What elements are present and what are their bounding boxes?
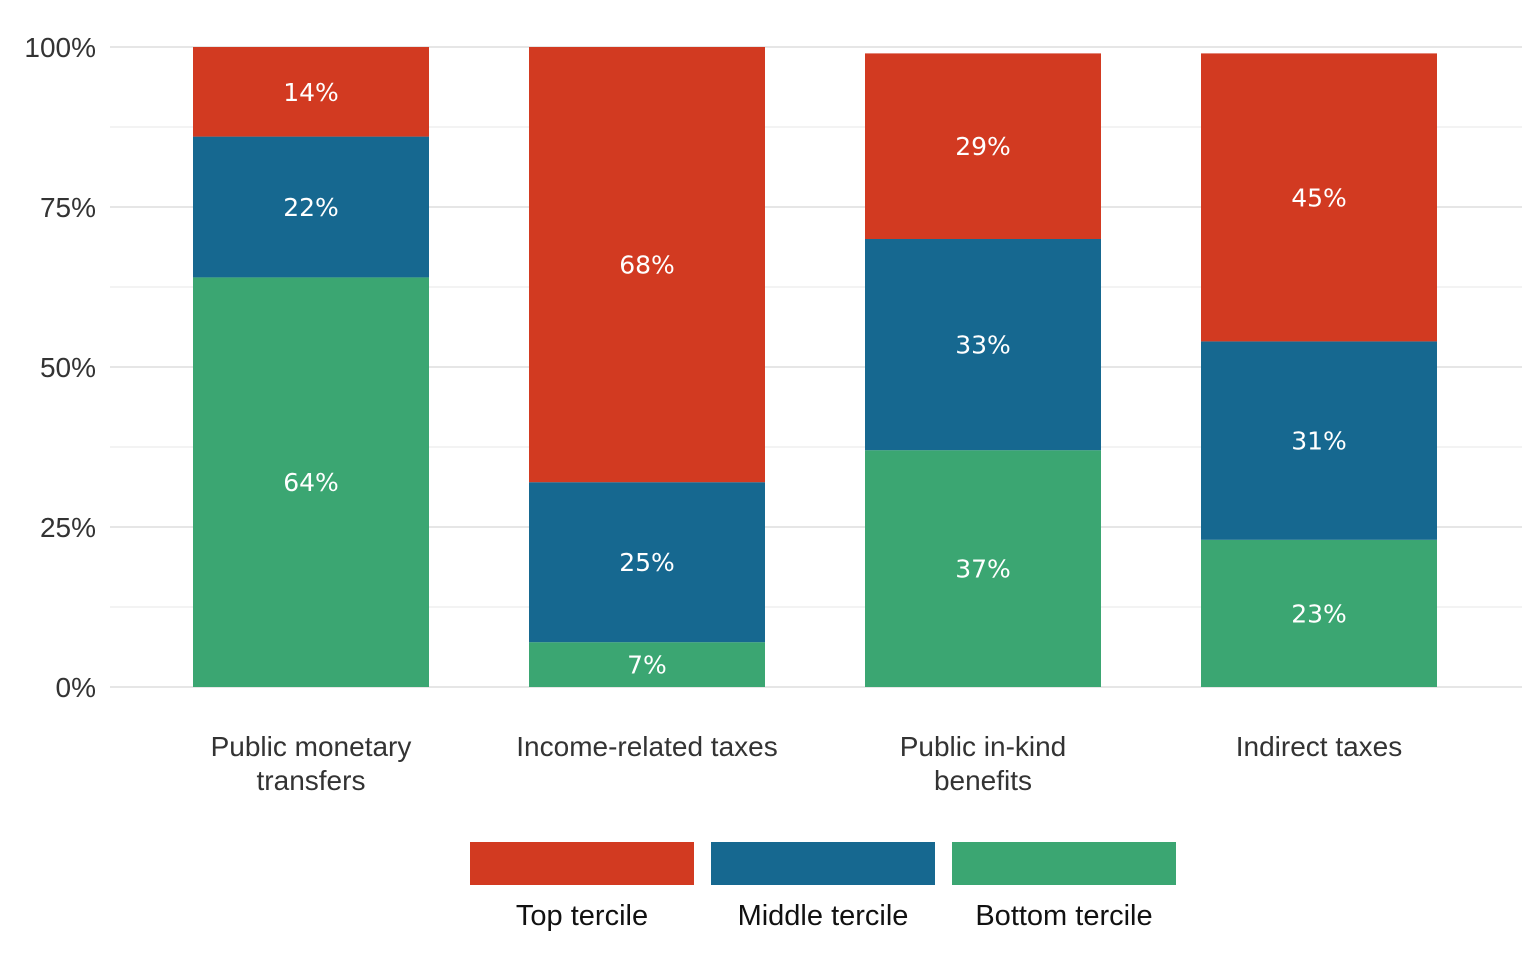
y-axis: 0% 25% 50% 75% 100% (24, 32, 96, 703)
bar-segment (193, 277, 429, 687)
bar-segment (865, 53, 1101, 240)
legend-label: Bottom tercile (975, 900, 1152, 932)
y-tick-label: 25% (40, 512, 96, 543)
bar-segment (1201, 53, 1437, 342)
x-tick-label: Income-related taxes (516, 731, 777, 762)
bar-segment (865, 450, 1101, 687)
y-tick-label: 0% (56, 672, 96, 703)
legend-label: Top tercile (516, 900, 648, 932)
bar-value-label: 45% (1291, 183, 1347, 212)
y-tick-label: 75% (40, 192, 96, 223)
bar-value-label: 64% (283, 468, 339, 497)
bar-value-label: 14% (283, 78, 339, 107)
bar-segment (193, 136, 429, 278)
x-tick-label: transfers (257, 765, 366, 796)
y-tick-label: 50% (40, 352, 96, 383)
bar-segment (529, 47, 765, 483)
bars (193, 47, 1437, 687)
legend-label: Middle tercile (738, 900, 909, 932)
bar-value-label: 31% (1291, 427, 1347, 456)
x-tick-label: benefits (934, 765, 1032, 796)
bar-value-label: 23% (1291, 599, 1347, 628)
bar-segment (529, 642, 765, 687)
bar-segment (529, 482, 765, 643)
legend: Top tercile Middle tercile Bottom tercile (470, 842, 1176, 932)
legend-swatch (470, 842, 694, 885)
bar-segment (1201, 341, 1437, 540)
bar-segment (865, 239, 1101, 451)
bar-value-label: 22% (283, 193, 339, 222)
bar-value-label: 29% (955, 132, 1011, 161)
bar-value-label: 33% (955, 331, 1011, 360)
legend-swatch (952, 842, 1176, 885)
bar-value-label: 68% (619, 251, 675, 280)
bar-value-label: 25% (619, 548, 675, 577)
x-tick-label: Public in-kind (900, 731, 1067, 762)
bar-segment (1201, 539, 1437, 687)
data-labels: 64% 22% 14% 7% 25% 68% 37% 33% 29% 23% 31% 45% (283, 78, 1347, 680)
bar-value-label: 7% (627, 651, 667, 680)
x-tick-label: Indirect taxes (1236, 731, 1403, 762)
bar-segment (193, 47, 429, 137)
legend-swatch (711, 842, 935, 885)
bar-value-label: 37% (955, 555, 1011, 584)
y-tick-label: 100% (24, 32, 96, 63)
x-tick-label: Public monetary (211, 731, 412, 762)
